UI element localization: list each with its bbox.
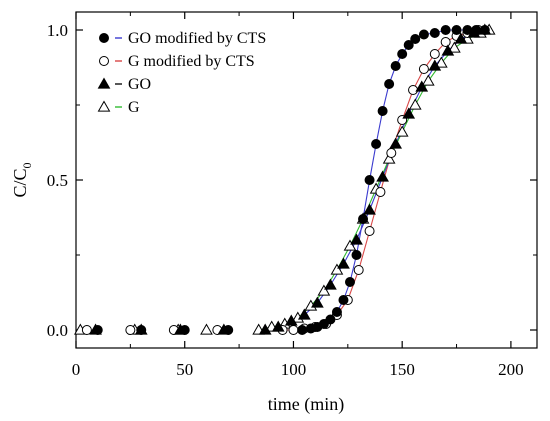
data-point-s1 xyxy=(358,214,369,224)
legend-marker-3 xyxy=(97,77,111,89)
legend: GO modified by CTS G modified by CTS GO G xyxy=(97,30,266,116)
data-point-s2 xyxy=(429,49,440,59)
data-point-s1 xyxy=(418,29,429,40)
series-points xyxy=(73,23,496,335)
data-point-s1 xyxy=(351,250,362,260)
data-point-s3 xyxy=(363,203,376,215)
data-point-s3 xyxy=(428,59,442,71)
data-point-s2 xyxy=(418,64,429,74)
legend-label-3: GO xyxy=(128,76,151,93)
data-point-s1 xyxy=(325,314,336,325)
y-tick-label: 0.0 xyxy=(47,321,68,340)
legend-marker-2 xyxy=(99,56,109,66)
data-point-s3 xyxy=(271,320,285,332)
data-point-s1 xyxy=(390,61,401,71)
data-point-s2 xyxy=(288,325,299,335)
y-tick-label: 1.0 xyxy=(47,21,68,40)
data-point-s1 xyxy=(479,25,490,35)
x-tick-label: 150 xyxy=(389,360,415,379)
y-axis-title-subscript: 0 xyxy=(20,162,34,168)
data-point-s2 xyxy=(364,226,375,236)
data-point-s1 xyxy=(403,40,414,50)
axis-ticks: 0 50 100 150 200 0.0 0.5 1.0 xyxy=(47,12,537,379)
data-point-s1 xyxy=(429,28,440,38)
data-point-s4 xyxy=(200,323,213,335)
data-point-s1 xyxy=(462,25,473,35)
series-line-3 xyxy=(265,29,485,331)
x-tick-label: 100 xyxy=(281,360,307,379)
data-point-s2 xyxy=(440,37,451,47)
legend-label-2: G modified by CTS xyxy=(128,53,255,70)
data-point-s1 xyxy=(364,175,375,185)
data-point-s1 xyxy=(397,49,408,59)
data-point-s2 xyxy=(386,148,397,158)
data-point-s1 xyxy=(92,325,103,335)
data-point-s2 xyxy=(81,325,92,335)
data-point-s3 xyxy=(454,32,468,44)
data-point-s4 xyxy=(408,98,422,110)
data-point-s1 xyxy=(179,325,190,335)
data-point-s3 xyxy=(337,257,350,269)
legend-label-4: G xyxy=(128,99,140,116)
data-point-s4 xyxy=(395,125,409,137)
data-point-s2 xyxy=(125,325,136,335)
y-axis-title: C/C0 xyxy=(10,162,34,197)
data-point-s1 xyxy=(377,106,388,116)
data-point-s4 xyxy=(421,74,435,86)
data-point-s3 xyxy=(350,233,363,245)
data-point-s3 xyxy=(311,296,324,308)
legend-label-1: GO modified by CTS xyxy=(128,30,266,47)
x-tick-label: 0 xyxy=(72,360,81,379)
data-point-s1 xyxy=(384,79,395,89)
data-point-s1 xyxy=(338,295,349,305)
data-point-s1 xyxy=(371,139,382,149)
legend-marker-4 xyxy=(97,100,111,112)
data-point-s3 xyxy=(402,107,416,119)
data-point-s3 xyxy=(297,308,311,320)
x-axis-title: time (min) xyxy=(268,394,344,415)
data-point-s1 xyxy=(344,277,355,287)
data-point-s3 xyxy=(415,80,429,92)
data-point-s2 xyxy=(353,265,364,275)
data-point-s4 xyxy=(382,152,396,164)
data-point-s4 xyxy=(343,239,357,251)
data-point-s3 xyxy=(376,170,389,182)
data-point-s4 xyxy=(330,263,344,275)
data-point-s1 xyxy=(410,34,421,44)
data-point-s1 xyxy=(440,25,451,35)
data-point-s4 xyxy=(317,284,331,296)
data-point-s1 xyxy=(297,325,308,335)
x-tick-label: 50 xyxy=(176,360,193,379)
data-point-s1 xyxy=(136,325,147,335)
data-point-s4 xyxy=(448,41,461,53)
data-point-s1 xyxy=(223,325,234,335)
data-point-s2 xyxy=(375,187,386,197)
legend-marker-1 xyxy=(99,33,109,43)
data-point-s3 xyxy=(284,314,298,326)
data-point-s3 xyxy=(441,44,455,56)
data-point-s3 xyxy=(389,137,403,149)
data-point-s3 xyxy=(324,278,337,290)
data-point-s3 xyxy=(258,323,272,335)
x-tick-label: 200 xyxy=(498,360,524,379)
data-point-s2 xyxy=(408,85,419,95)
data-point-s1 xyxy=(471,25,482,35)
data-point-s4 xyxy=(434,56,448,68)
data-point-s1 xyxy=(451,25,462,35)
y-tick-label: 0.5 xyxy=(47,171,68,190)
data-point-s1 xyxy=(331,307,342,317)
